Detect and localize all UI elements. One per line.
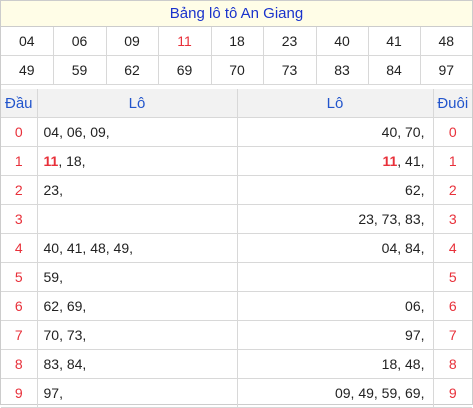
lo-values-text: , 18,	[58, 153, 86, 169]
number-cell: 18	[211, 27, 264, 56]
lo-values-text: 23, 73, 83,	[358, 211, 425, 227]
lo-to-header-row: Đầu Lô Lô Đuôi	[1, 89, 472, 118]
lo-values-text: 04, 06, 09,	[43, 124, 110, 140]
dau-digit: 6	[1, 291, 38, 321]
head-lo-values: 40, 41, 48, 49,	[37, 233, 238, 263]
highlighted-number: 11	[382, 153, 398, 169]
dau-digit: 1	[1, 146, 38, 176]
lo-values-text: , 41,	[397, 153, 425, 169]
number-cell: 23	[263, 27, 317, 56]
number-cell: 06	[53, 27, 107, 56]
duoi-digit: 4	[433, 233, 472, 263]
lo-to-row: 6 62, 69, 06, 6	[1, 291, 472, 321]
number-cell: 97	[420, 55, 472, 85]
number-cell: 49	[1, 55, 54, 85]
number-cell: 48	[420, 27, 472, 56]
number-cell: 62	[106, 55, 159, 85]
head-lo-values: 04, 06, 09,	[37, 117, 238, 147]
duoi-digit: 2	[433, 175, 472, 205]
number-cell: 40	[316, 27, 369, 56]
lo-values-text: 97,	[405, 327, 425, 343]
tail-lo-values: 18, 48,	[237, 349, 434, 379]
lo-to-row: 1 11, 18, 11, 41, 1	[1, 146, 472, 176]
dau-digit: 3	[1, 204, 38, 234]
lo-values-text: 40, 41, 48, 49,	[43, 240, 134, 256]
lo-values-text: 23,	[43, 182, 63, 198]
duoi-digit: 5	[433, 262, 472, 292]
number-cell: 41	[368, 27, 421, 56]
number-cell: 70	[211, 55, 264, 85]
tail-lo-values: 62,	[237, 175, 434, 205]
lo-to-row: 8 83, 84, 18, 48, 8	[1, 349, 472, 379]
duoi-digit: 8	[433, 349, 472, 379]
lo-values-text: 40, 70,	[381, 124, 425, 140]
lo-values-text: 70, 73,	[43, 327, 87, 343]
dau-digit: 0	[1, 117, 38, 147]
lo-values-text: 18, 48,	[381, 356, 425, 372]
tail-lo-values	[237, 262, 434, 292]
duoi-digit: 9	[433, 378, 472, 408]
table-title: Bảng lô tô An Giang	[1, 1, 472, 27]
lo-values-text: 09, 49, 59, 69,	[334, 385, 425, 401]
tail-lo-values: 11, 41,	[237, 146, 434, 176]
lo-values-text: 04, 84,	[381, 240, 425, 256]
lo-to-row: 3 23, 73, 83, 3	[1, 204, 472, 234]
lo-to-row: 9 97, 09, 49, 59, 69, 9	[1, 378, 472, 408]
tail-lo-values: 06,	[237, 291, 434, 321]
lo-values-text: 83, 84,	[43, 356, 87, 372]
lo-to-table: Đầu Lô Lô Đuôi 0 04, 06, 09, 40, 70, 0 1 11, …	[1, 89, 472, 408]
lo-values-text: 59,	[43, 269, 63, 285]
lo-to-row: 2 23, 62, 2	[1, 175, 472, 205]
dau-digit: 7	[1, 320, 38, 350]
dau-digit: 8	[1, 349, 38, 379]
tail-lo-values: 40, 70,	[237, 117, 434, 147]
lo-values-text: 62,	[405, 182, 425, 198]
tail-lo-values: 04, 84,	[237, 233, 434, 263]
duoi-digit: 3	[433, 204, 472, 234]
head-lo-values: 59,	[37, 262, 238, 292]
lo-to-row: 5 59, 5	[1, 262, 472, 292]
tail-lo-values: 97,	[237, 320, 434, 350]
number-cell: 59	[53, 55, 107, 85]
duoi-digit: 1	[433, 146, 472, 176]
dau-digit: 2	[1, 175, 38, 205]
head-lo-values	[37, 204, 238, 234]
head-lo-values: 97,	[37, 378, 238, 408]
numbers-row: 04 06 09 11 18 23 40 41 48	[1, 27, 472, 56]
head-lo-values: 62, 69,	[37, 291, 238, 321]
head-lo-values: 11, 18,	[37, 146, 238, 176]
header-duoi: Đuôi	[433, 89, 472, 118]
head-lo-values: 70, 73,	[37, 320, 238, 350]
head-lo-values: 23,	[37, 175, 238, 205]
duoi-digit: 6	[433, 291, 472, 321]
lo-to-row: 0 04, 06, 09, 40, 70, 0	[1, 117, 472, 147]
number-cell: 11	[158, 27, 212, 56]
number-cell: 09	[106, 27, 159, 56]
header-lo-right: Lô	[237, 89, 434, 118]
highlighted-number: 11	[43, 153, 59, 169]
duoi-digit: 0	[433, 117, 472, 147]
lo-values-text: 62, 69,	[43, 298, 87, 314]
tail-lo-values: 09, 49, 59, 69,	[237, 378, 434, 408]
dau-digit: 4	[1, 233, 38, 263]
lo-to-row: 7 70, 73, 97, 7	[1, 320, 472, 350]
duoi-digit: 7	[433, 320, 472, 350]
head-lo-values: 83, 84,	[37, 349, 238, 379]
header-lo-left: Lô	[37, 89, 238, 118]
number-cell: 73	[263, 55, 317, 85]
header-dau: Đầu	[1, 89, 38, 118]
lo-values-text: 97,	[43, 385, 63, 401]
numbers-grid: 04 06 09 11 18 23 40 41 48 49 59 62 69 70 73 83 84 97	[1, 27, 472, 85]
number-cell: 83	[316, 55, 369, 85]
numbers-row: 49 59 62 69 70 73 83 84 97	[1, 55, 472, 85]
dau-digit: 9	[1, 378, 38, 408]
number-cell: 84	[368, 55, 421, 85]
tail-lo-values: 23, 73, 83,	[237, 204, 434, 234]
number-cell: 69	[158, 55, 212, 85]
lo-to-row: 4 40, 41, 48, 49, 04, 84, 4	[1, 233, 472, 263]
lo-values-text: 06,	[405, 298, 425, 314]
number-cell: 04	[1, 27, 54, 56]
dau-digit: 5	[1, 262, 38, 292]
